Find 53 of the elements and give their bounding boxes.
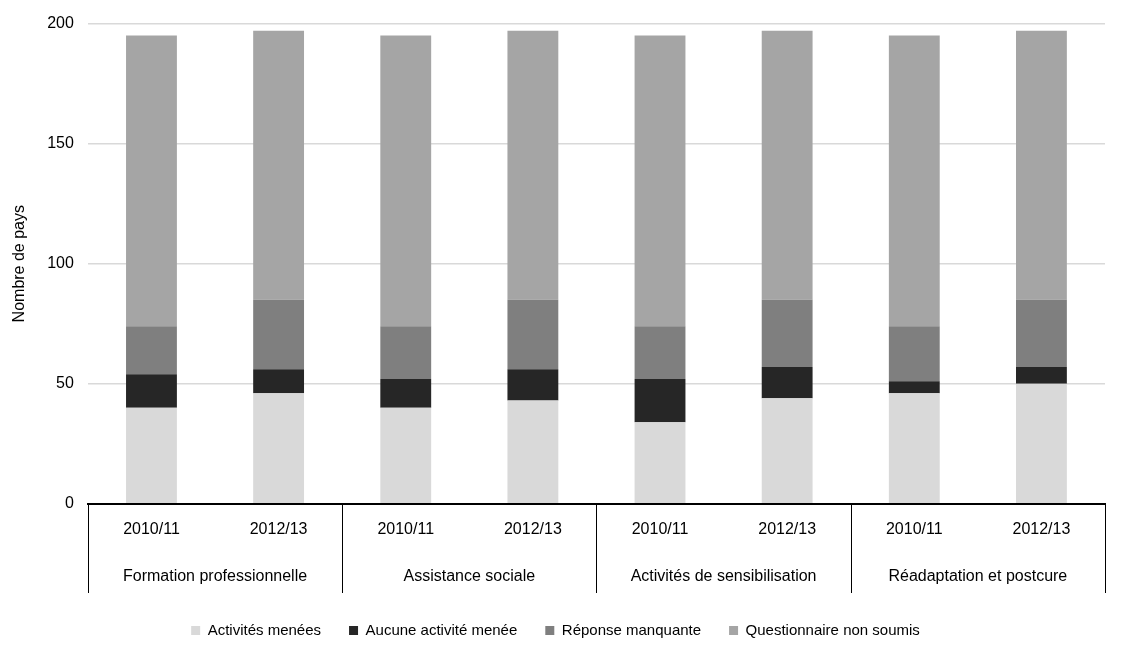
bar (761, 30, 813, 300)
text: Assistance sociale (403, 567, 536, 585)
x-tick-label: 2012/13 (758, 519, 817, 537)
bar (380, 407, 432, 504)
bar (634, 378, 686, 423)
bar (253, 299, 305, 370)
x-tick-label: 2010/11 (885, 519, 943, 537)
y-tick-label: 50 (56, 374, 74, 392)
text: Réadaptation et postcure (888, 567, 1068, 585)
x-tick-label: 2010/11 (631, 519, 689, 537)
bar (888, 381, 940, 394)
bar (507, 369, 559, 401)
text: Activités de sensibilisation (630, 567, 817, 585)
y-axis-title: Nombre de pays (10, 205, 28, 323)
bar (761, 299, 813, 367)
y-tick-label: 100 (47, 254, 74, 272)
y-tick-label: 150 (47, 134, 74, 152)
legend-label: Questionnaire non soumis (745, 620, 920, 638)
bar (507, 400, 559, 504)
bar (380, 378, 432, 408)
bar (253, 369, 305, 394)
bar (253, 393, 305, 504)
bar (253, 30, 305, 300)
bar (507, 299, 559, 370)
bar (126, 35, 177, 327)
bar (634, 326, 686, 379)
bar (888, 393, 940, 504)
bar (761, 398, 813, 504)
x-tick-label: 2010/11 (123, 519, 180, 537)
legend-label: Réponse manquante (561, 620, 702, 638)
bar (126, 407, 177, 504)
x-tick-label: 2012/13 (249, 519, 308, 537)
bar (507, 30, 559, 300)
bar (1016, 30, 1067, 300)
x-tick-label: 2012/13 (1012, 519, 1071, 537)
bar (888, 326, 940, 382)
bar (761, 366, 813, 399)
bar (126, 374, 177, 408)
text: Formation professionnelle (122, 567, 308, 585)
y-tick-label: 200 (47, 14, 74, 32)
bar (380, 35, 432, 327)
y-tick-label: 0 (64, 494, 74, 512)
bar (1016, 299, 1067, 367)
bar (380, 326, 432, 379)
x-tick-label: 2012/13 (503, 519, 562, 537)
legend-label: Activités menées (207, 620, 322, 638)
legend-label: Aucune activité menée (365, 620, 518, 638)
x-tick-label: 2010/11 (377, 519, 435, 537)
bar (888, 35, 940, 327)
bar (126, 326, 177, 375)
bar (1016, 366, 1067, 384)
bar (634, 422, 686, 504)
bar (634, 35, 686, 327)
